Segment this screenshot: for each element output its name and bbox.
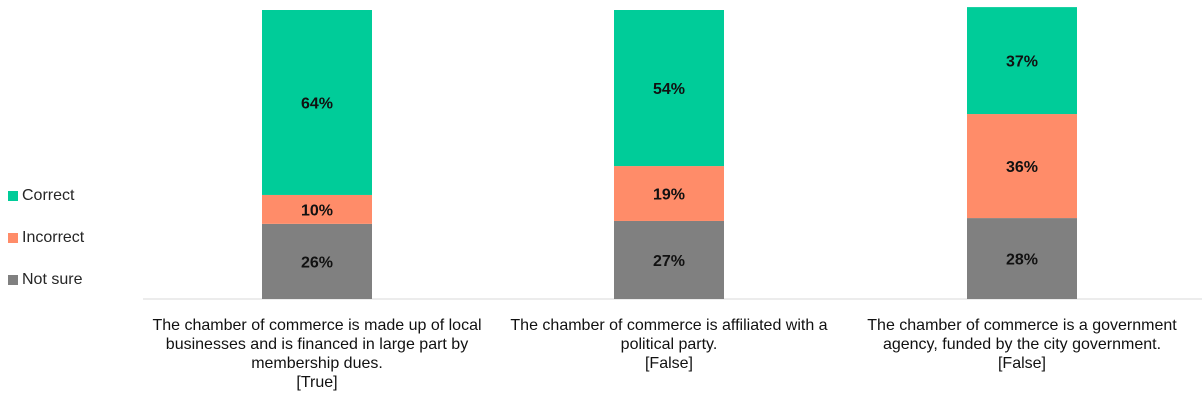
data-label-correct-2: 54% [653,81,685,98]
legend-label: Correct [22,186,75,204]
category-label-2: The chamber of commerce is affiliated wi… [489,316,849,373]
category-note: [False] [997,355,1046,372]
legend-swatch [8,232,18,243]
data-label-not-sure-3: 28% [1006,252,1038,269]
legend-item-incorrect: Incorrect [8,227,84,248]
category-label-1: The chamber of commerce is made up of lo… [137,316,497,392]
category-text: The chamber of commerce is made up of lo… [152,317,482,372]
bar-segment-correct-2 [614,10,724,167]
data-label-incorrect-2: 19% [653,187,685,204]
legend-item-not-sure: Not sure [8,269,84,290]
data-label-incorrect-1: 10% [301,202,333,219]
bars-group: 26% 10% 64% 27% 19% 54% 28% 36% 37% [262,7,1077,299]
category-note: [False] [644,355,693,372]
bar-segment-not-sure-3 [967,218,1077,299]
bar-segment-not-sure-2 [614,220,724,299]
bar-segment-incorrect-1 [262,194,372,224]
legend-swatch [8,274,18,285]
data-label-correct-3: 37% [1006,54,1038,71]
data-label-not-sure-1: 26% [301,254,333,271]
legend-label: Not sure [22,270,83,288]
category-text: The chamber of commerce is affiliated wi… [510,317,828,353]
legend: Correct Incorrect Not sure [8,185,84,311]
bar-segment-incorrect-2 [614,166,724,221]
category-note: [True] [296,374,338,391]
legend-label: Incorrect [22,228,85,246]
category-label-3: The chamber of commerce is a government … [842,316,1202,373]
category-text: The chamber of commerce is a government … [867,317,1177,353]
data-label-incorrect-3: 36% [1006,159,1038,176]
data-label-not-sure-2: 27% [653,253,685,270]
data-label-correct-1: 64% [301,95,333,112]
bar-segment-incorrect-3 [967,114,1077,219]
bar-segment-correct-3 [967,7,1077,115]
legend-item-correct: Correct [8,185,84,206]
legend-swatch [8,190,18,201]
bar-segment-not-sure-1 [262,223,372,299]
bar-segment-correct-1 [262,10,372,195]
